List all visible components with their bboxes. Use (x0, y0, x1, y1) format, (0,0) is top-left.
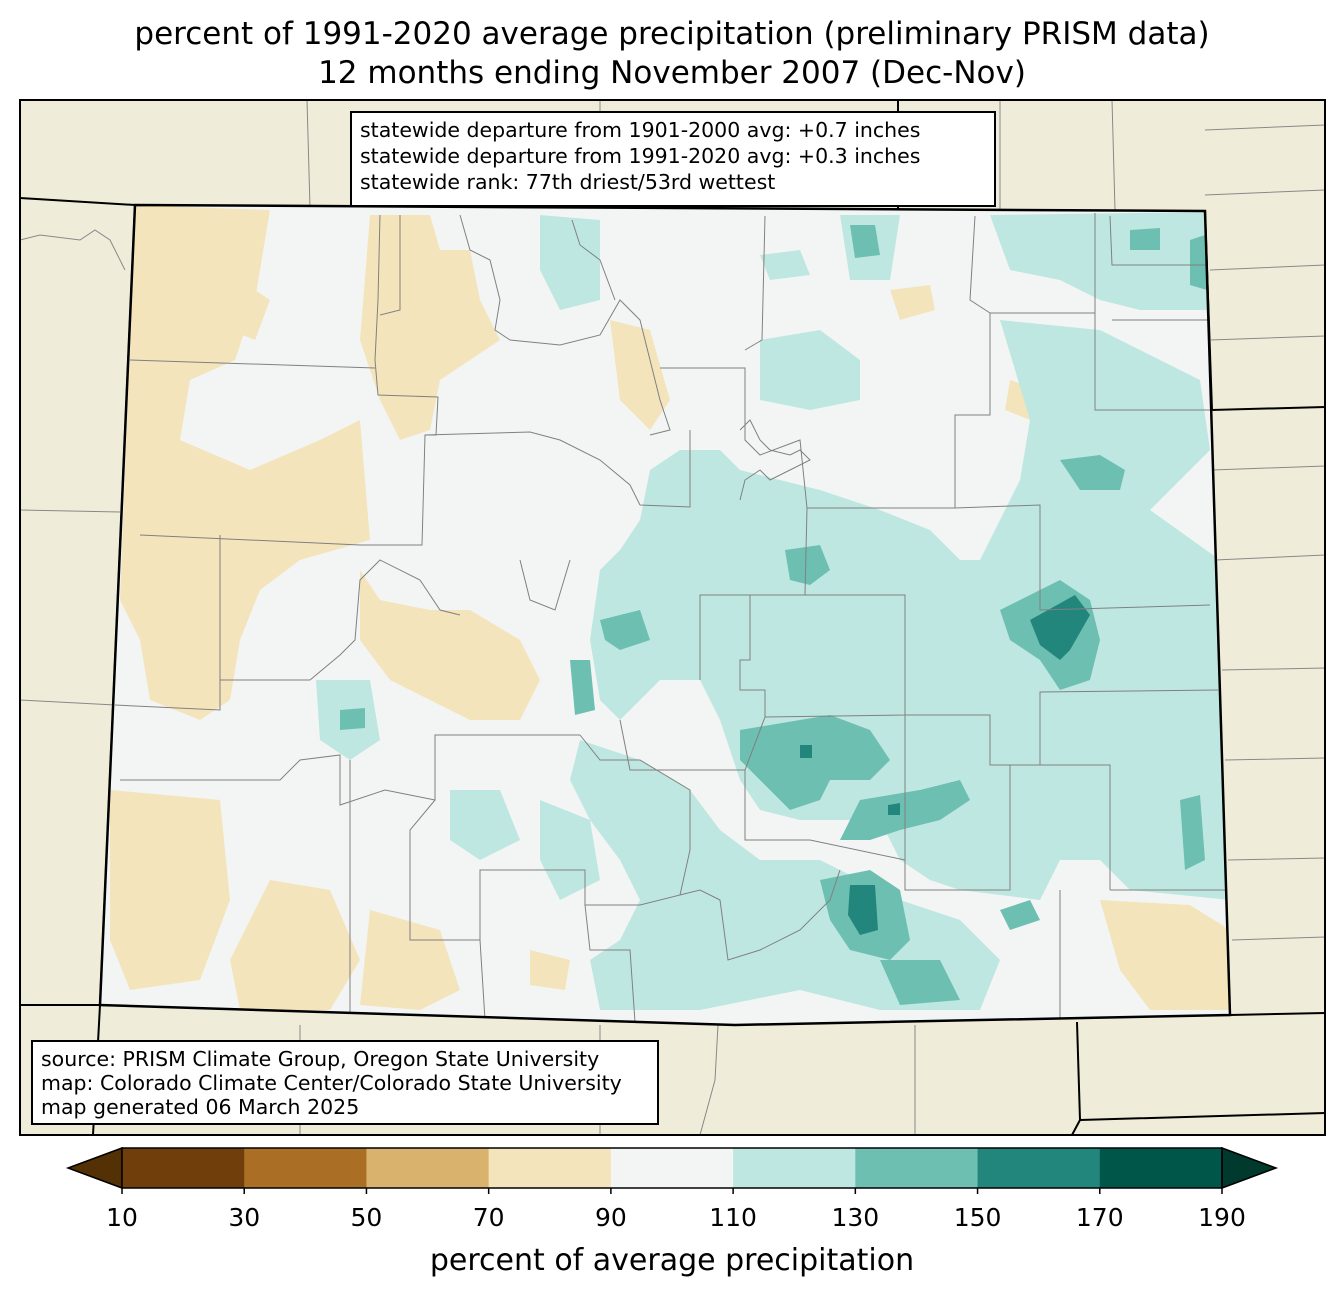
map-credit-line: map: Colorado Climate Center/Colorado St… (41, 1071, 622, 1095)
precipitation-map (19, 99, 1326, 1136)
colorbar-segment (855, 1148, 979, 1188)
colorbar-tick-label: 170 (1075, 1203, 1124, 1232)
map-title-line-1: percent of 1991-2020 average precipitati… (134, 16, 1210, 52)
metro-county-lines (739, 419, 811, 501)
colorbar-tick-label: 190 (1198, 1203, 1246, 1232)
colorbar-segment (1099, 1148, 1223, 1188)
colorbar-tick-label: 10 (106, 1203, 138, 1232)
colorbar-label: percent of average precipitation (429, 1243, 915, 1278)
colorbar-segment (610, 1148, 734, 1188)
colorbar-tick-label: 90 (594, 1203, 627, 1232)
colorbar-extend-low (65, 1146, 123, 1190)
stats-rank: statewide rank: 77th driest/53rd wettest (360, 170, 776, 194)
colorbar-extend-high (1221, 1146, 1279, 1190)
colorbar-tick-label: 70 (472, 1203, 505, 1232)
colorbar-tick-label: 150 (953, 1203, 1002, 1232)
colorbar-segment (244, 1148, 367, 1188)
colorbar-tick-label: 30 (228, 1203, 261, 1232)
county-lines (114, 213, 1228, 1023)
statewide-stats-box: statewide departure from 1901-2000 avg: … (350, 111, 996, 207)
colorbar-tick-label: 110 (709, 1203, 757, 1232)
generated-date-line: map generated 06 March 2025 (41, 1095, 360, 1119)
map-title-line-2: 12 months ending November 2007 (Dec-Nov) (318, 55, 1026, 91)
colorado-state-boundary (98, 203, 1232, 1027)
stats-departure-1991-2020: statewide departure from 1991-2020 avg: … (360, 144, 921, 168)
source-line: source: PRISM Climate Group, Oregon Stat… (41, 1047, 600, 1071)
colorbar-segment (122, 1148, 245, 1188)
colorbar-segment (733, 1148, 856, 1188)
colorbar-segment (488, 1148, 612, 1188)
dry-region-70-90 (110, 205, 1230, 1010)
colorbar-border (121, 1147, 1223, 1189)
colorbar-tick-label: 50 (350, 1203, 383, 1232)
stats-departure-1901-2000: statewide departure from 1901-2000 avg: … (360, 118, 921, 142)
colorbar-tick-label: 130 (831, 1203, 880, 1232)
source-box: source: PRISM Climate Group, Oregon Stat… (31, 1040, 659, 1125)
map-frame (19, 99, 1326, 1136)
colorbar-segment (977, 1148, 1101, 1188)
wet-region-150-170 (800, 595, 1090, 935)
colorbar-segment (366, 1148, 490, 1188)
colorbar (65, 1146, 1279, 1194)
